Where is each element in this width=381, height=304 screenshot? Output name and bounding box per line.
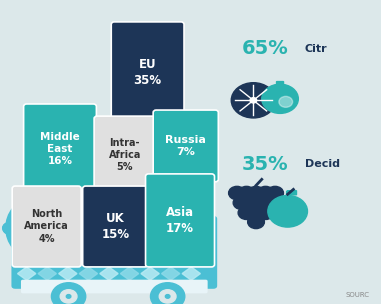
Polygon shape — [162, 233, 180, 247]
Polygon shape — [29, 217, 47, 230]
Circle shape — [3, 223, 16, 233]
Polygon shape — [29, 250, 47, 264]
Circle shape — [279, 96, 293, 107]
Polygon shape — [111, 250, 130, 264]
Circle shape — [150, 283, 185, 304]
FancyBboxPatch shape — [153, 110, 218, 182]
FancyBboxPatch shape — [24, 104, 96, 194]
FancyBboxPatch shape — [21, 280, 208, 293]
Polygon shape — [111, 217, 130, 230]
FancyBboxPatch shape — [12, 186, 81, 267]
Circle shape — [248, 186, 264, 200]
Circle shape — [257, 206, 274, 219]
Circle shape — [60, 290, 77, 303]
Circle shape — [165, 295, 170, 298]
Polygon shape — [70, 217, 88, 230]
FancyBboxPatch shape — [94, 116, 155, 194]
Circle shape — [262, 196, 279, 209]
Polygon shape — [100, 267, 118, 280]
Circle shape — [243, 196, 259, 209]
Circle shape — [248, 206, 264, 219]
Text: Intra-
Africa
5%: Intra- Africa 5% — [109, 138, 141, 172]
FancyBboxPatch shape — [276, 81, 284, 88]
Text: UK
15%: UK 15% — [101, 212, 129, 241]
Polygon shape — [152, 217, 171, 230]
Polygon shape — [182, 267, 200, 280]
Polygon shape — [18, 267, 36, 280]
Polygon shape — [173, 217, 191, 230]
Polygon shape — [91, 250, 109, 264]
Circle shape — [238, 206, 255, 219]
Circle shape — [268, 195, 307, 227]
Circle shape — [250, 98, 257, 103]
Polygon shape — [50, 250, 68, 264]
Polygon shape — [18, 233, 36, 247]
Circle shape — [233, 196, 250, 209]
Polygon shape — [162, 267, 180, 280]
Text: Decid: Decid — [305, 159, 340, 169]
Polygon shape — [50, 217, 68, 230]
Polygon shape — [70, 250, 88, 264]
Polygon shape — [152, 250, 171, 264]
Polygon shape — [59, 267, 77, 280]
Polygon shape — [141, 267, 159, 280]
Polygon shape — [38, 233, 56, 247]
Polygon shape — [91, 217, 109, 230]
Polygon shape — [173, 250, 191, 264]
FancyBboxPatch shape — [146, 174, 215, 267]
Polygon shape — [38, 267, 56, 280]
Text: EU
35%: EU 35% — [134, 58, 162, 88]
Circle shape — [253, 196, 269, 209]
Text: Asia
17%: Asia 17% — [166, 206, 194, 235]
Circle shape — [248, 215, 264, 229]
FancyBboxPatch shape — [83, 186, 148, 267]
Text: Middle
East
16%: Middle East 16% — [40, 132, 80, 166]
Polygon shape — [132, 250, 150, 264]
Polygon shape — [141, 233, 159, 247]
Circle shape — [262, 84, 298, 113]
Polygon shape — [59, 233, 77, 247]
Polygon shape — [79, 267, 98, 280]
FancyBboxPatch shape — [11, 216, 217, 289]
Text: 65%: 65% — [242, 39, 289, 58]
Text: North
America
4%: North America 4% — [24, 209, 69, 244]
Polygon shape — [194, 217, 212, 230]
Text: Russia
7%: Russia 7% — [165, 135, 206, 157]
Polygon shape — [182, 233, 200, 247]
Polygon shape — [120, 267, 139, 280]
Text: SOURC: SOURC — [346, 292, 370, 298]
Polygon shape — [100, 233, 118, 247]
Text: Citr: Citr — [305, 44, 327, 54]
FancyBboxPatch shape — [111, 22, 184, 124]
FancyBboxPatch shape — [287, 190, 297, 195]
Text: 35%: 35% — [242, 155, 288, 174]
Polygon shape — [120, 233, 139, 247]
Circle shape — [51, 283, 86, 304]
Circle shape — [159, 290, 176, 303]
Circle shape — [267, 186, 283, 200]
Polygon shape — [79, 233, 98, 247]
Circle shape — [257, 186, 274, 200]
Circle shape — [66, 295, 71, 298]
Circle shape — [229, 186, 245, 200]
Circle shape — [231, 83, 275, 118]
Polygon shape — [132, 217, 150, 230]
Polygon shape — [194, 250, 212, 264]
Circle shape — [238, 186, 255, 200]
